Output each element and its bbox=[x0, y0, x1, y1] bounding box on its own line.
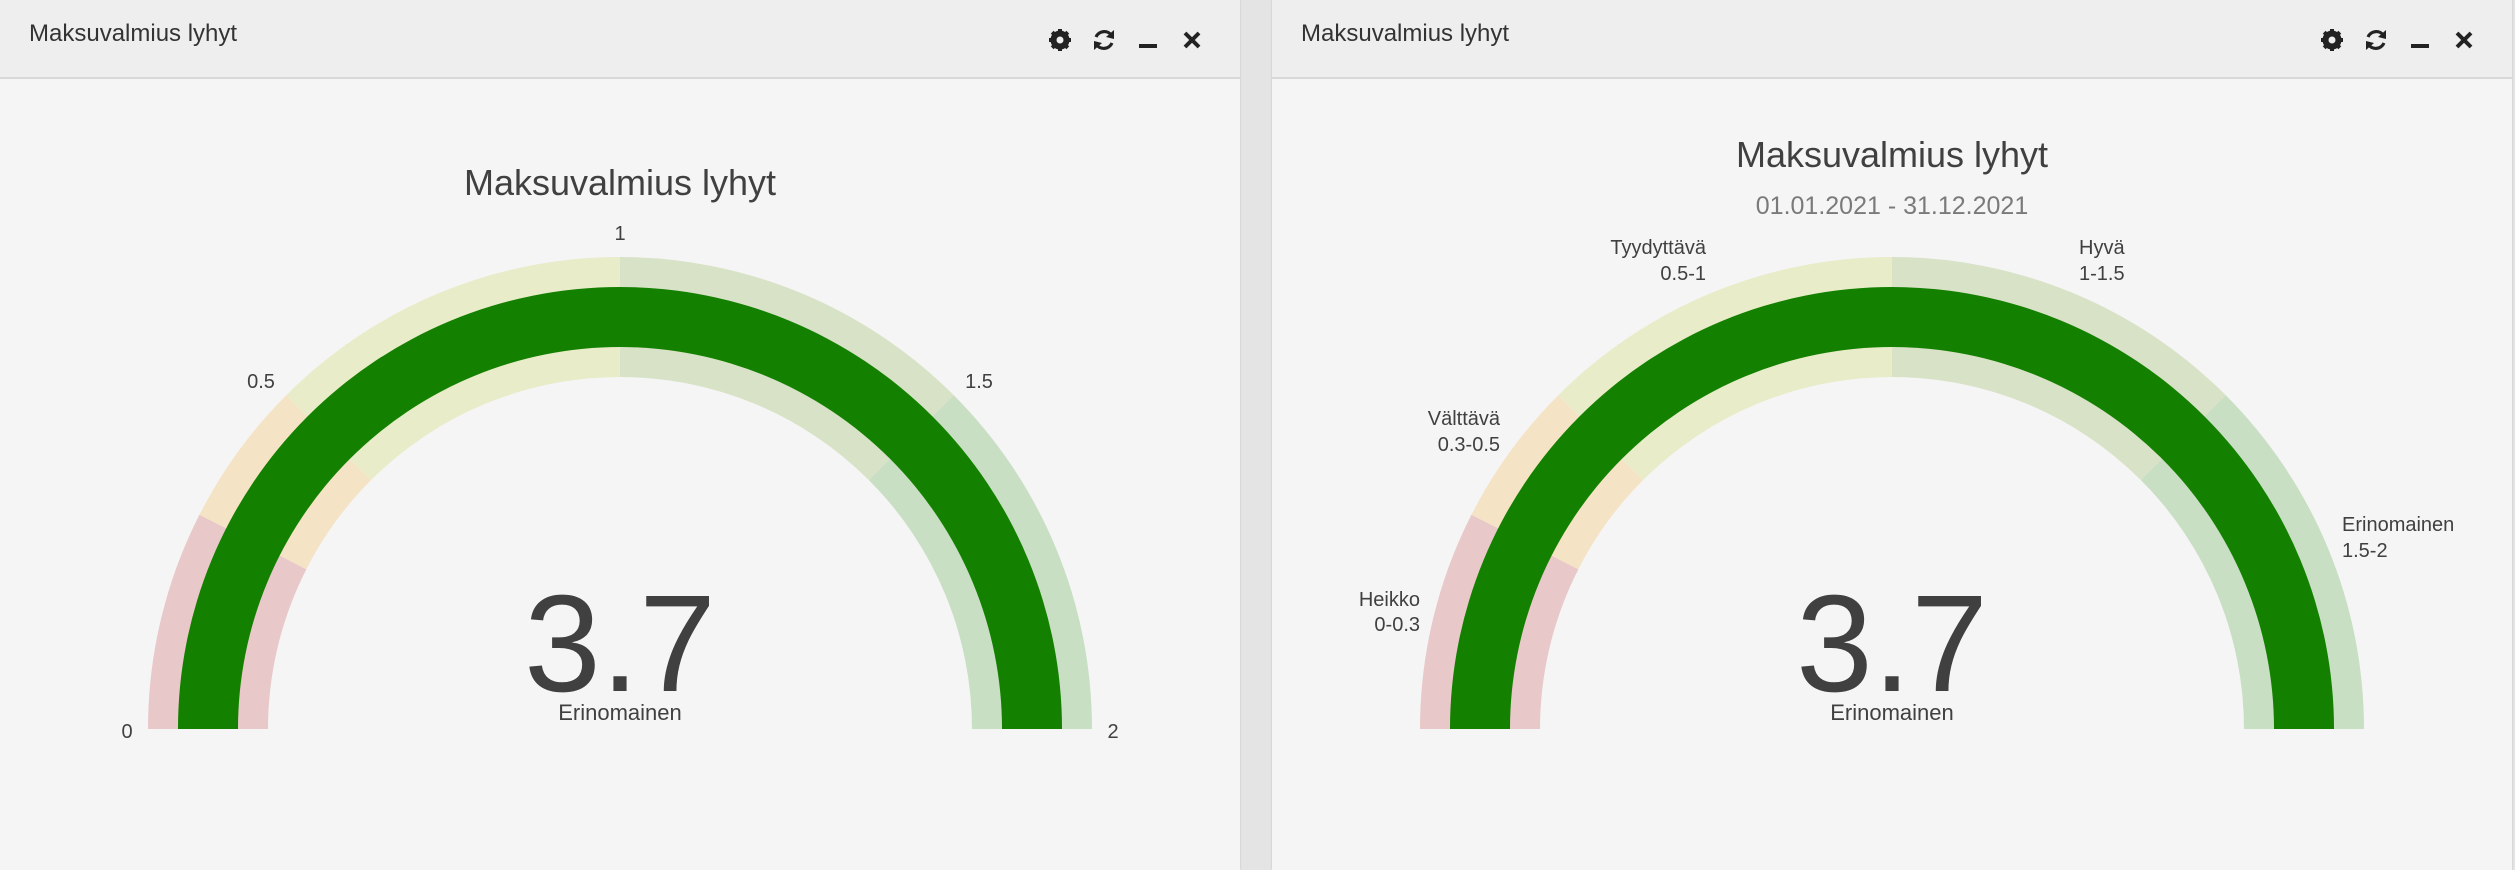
chart-title: Maksuvalmius lyhyt bbox=[464, 162, 776, 203]
panel-title: Maksuvalmius lyhyt bbox=[1301, 20, 1510, 47]
gauge-value-category: Erinomainen bbox=[1830, 700, 1954, 725]
band-label-name: Tyydyttävä bbox=[1610, 237, 1706, 259]
band-label-name: Erinomainen bbox=[2342, 514, 2454, 536]
tick-label: 1.5 bbox=[965, 371, 993, 393]
tick-label: 2 bbox=[1107, 721, 1118, 743]
band-label-name: Hyvä bbox=[2079, 237, 2125, 259]
minimize-icon[interactable] bbox=[1132, 24, 1164, 56]
gear-icon[interactable] bbox=[1044, 24, 1076, 56]
widget-panel-right: Maksuvalmius lyhyt Maksuvalmius lyhyt 01… bbox=[1272, 0, 2512, 870]
band-label-name: Välttävä bbox=[1428, 408, 1501, 430]
refresh-icon[interactable] bbox=[2360, 24, 2392, 56]
header-toolbar bbox=[1044, 24, 1208, 56]
band-label-range: 0.5-1 bbox=[1660, 263, 1706, 285]
band-label-range: 1-1.5 bbox=[2079, 263, 2125, 285]
band-label-range: 1.5-2 bbox=[2342, 540, 2388, 562]
tick-label: 1 bbox=[614, 223, 625, 245]
gauge-value-arc bbox=[1450, 287, 2334, 729]
gauge-value-arc bbox=[178, 287, 1062, 729]
band-label-name: Heikko bbox=[1359, 589, 1420, 611]
close-icon[interactable] bbox=[2448, 24, 2480, 56]
tick-label: 0 bbox=[121, 721, 132, 743]
widget-panel-left: Maksuvalmius lyhyt Maksuvalmius lyhyt 3.… bbox=[0, 0, 1240, 870]
gauge-chart: Maksuvalmius lyhyt 3.7 Erinomainen 0 0.5… bbox=[121, 162, 1118, 743]
close-icon[interactable] bbox=[1176, 24, 1208, 56]
minimize-icon[interactable] bbox=[2404, 24, 2436, 56]
panel-header: Maksuvalmius lyhyt bbox=[1272, 0, 2512, 79]
gauge-value: 3.7 bbox=[1796, 567, 1988, 721]
band-label-range: 0.3-0.5 bbox=[1438, 434, 1500, 456]
gauge-value-category: Erinomainen bbox=[558, 700, 682, 725]
chart-subtitle: 01.01.2021 - 31.12.2021 bbox=[1756, 192, 2028, 220]
chart-title: Maksuvalmius lyhyt bbox=[1736, 134, 2048, 175]
header-toolbar bbox=[2316, 24, 2480, 56]
gear-icon[interactable] bbox=[2316, 24, 2348, 56]
tick-label: 0.5 bbox=[247, 371, 275, 393]
panel-header: Maksuvalmius lyhyt bbox=[0, 0, 1240, 79]
band-label-range: 0-0.3 bbox=[1374, 614, 1420, 636]
refresh-icon[interactable] bbox=[1088, 24, 1120, 56]
gauge-chart: Maksuvalmius lyhyt 01.01.2021 - 31.12.20… bbox=[1359, 134, 2454, 729]
panel-title: Maksuvalmius lyhyt bbox=[29, 20, 238, 47]
gauge-value: 3.7 bbox=[524, 567, 716, 721]
